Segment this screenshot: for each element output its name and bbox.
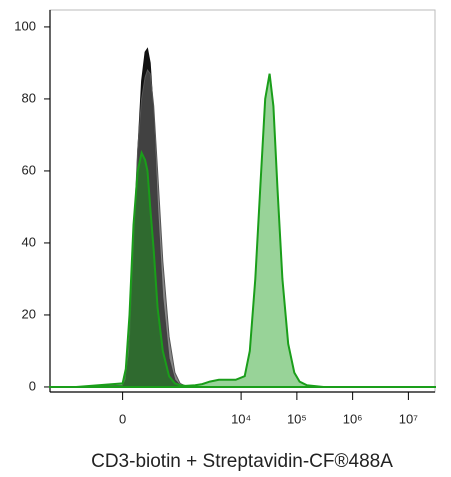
x-tick-label: 0 [119, 411, 126, 426]
y-tick-label: 20 [22, 306, 36, 321]
x-tick-label: 10⁶ [343, 411, 363, 426]
x-tick-label: 10⁴ [231, 411, 251, 426]
y-tick-label: 80 [22, 90, 36, 105]
y-tick-label: 40 [22, 234, 36, 249]
y-tick-label: 60 [22, 162, 36, 177]
y-tick-label: 0 [29, 378, 36, 393]
x-tick-label: 10⁷ [399, 411, 418, 426]
plot-frame [49, 9, 436, 393]
x-axis-label: CD3-biotin + Streptavidin-CF®488A [91, 451, 393, 472]
histogram-area [49, 73, 436, 388]
y-tick-label: 100 [14, 18, 36, 33]
histogram-area [49, 69, 436, 388]
x-tick-label: 10⁵ [287, 411, 307, 426]
histogram-area [49, 47, 436, 388]
